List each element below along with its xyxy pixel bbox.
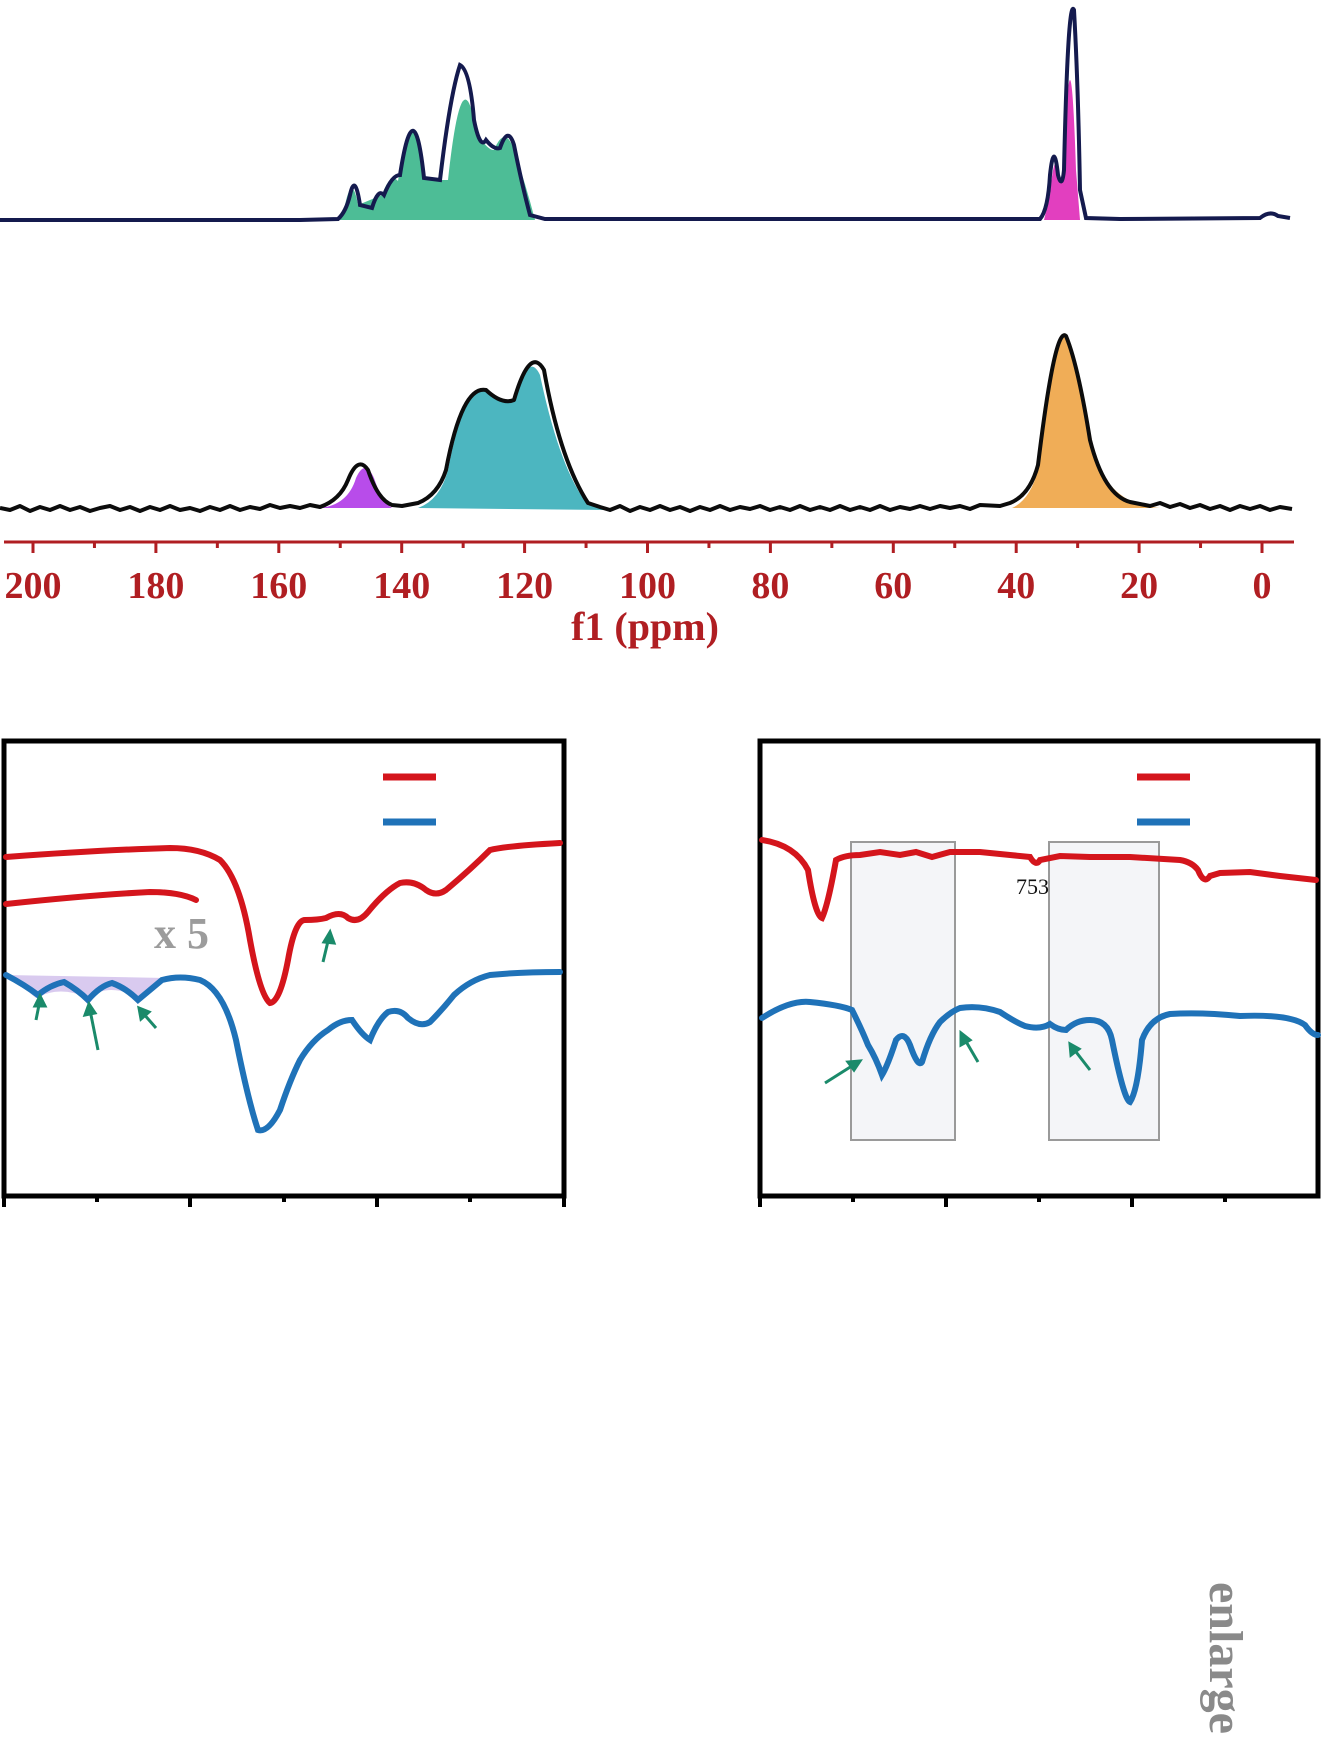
ir-left-red-magnified-trace [3,888,199,907]
ir-right-arrows [824,1029,1092,1085]
nmr-bottom-fill-aromatic [418,366,608,510]
ir-right-frame [757,738,1321,1199]
nmr-x-tick-label: 60 [874,565,912,607]
ir-right-peak-label: 753 [1016,874,1049,899]
nmr-x-tick-labels: 200 180 160 140 120 100 80 60 40 20 0 [5,565,1272,607]
ir-right-highlight-box-2 [1048,841,1160,1141]
nmr-x-axis-title: f1 (ppm) [571,604,719,649]
ir-left-arrows [32,928,337,1051]
nmr-x-tick-label: 20 [1120,565,1158,607]
ir-left-panel: x 5 [1,738,567,1207]
ir-right-panel: 753 [757,738,1321,1207]
nmr-x-tick-label: 140 [373,565,430,607]
nmr-bottom-fill-small [320,468,392,508]
nmr-x-tick-label: 80 [751,565,789,607]
ir-right-red-trace [759,837,1319,922]
nmr-bottom-trace [0,333,1293,513]
nmr-x-ticks [31,542,1264,553]
ir-right-highlight-box-1 [850,841,956,1141]
ir-right-ticks [758,1196,1227,1207]
nmr-x-tick-label: 120 [496,565,553,607]
nmr-x-tick-label: 40 [997,565,1035,607]
ir-right-blue-trace [759,998,1321,1106]
ir-left-blue-trace [3,969,563,1134]
nmr-x-tick-label: 200 [5,565,62,607]
ir-left-red-trace [3,840,563,1007]
nmr-top-fill-aliphatic [1044,80,1080,220]
nmr-panel: 200 180 160 140 120 100 80 60 40 20 0 f1 (ppm) [0,6,1294,649]
enlarge-side-text: enlarge [1199,1582,1252,1734]
nmr-x-tick-label: 100 [619,565,676,607]
nmr-x-tick-label: 160 [250,565,307,607]
ir-left-magnification-label: x 5 [154,909,209,958]
ir-left-ticks [2,1196,566,1207]
nmr-x-tick-label: 180 [127,565,184,607]
nmr-top-fill-aromatic [338,99,535,220]
nmr-x-tick-label: 0 [1253,565,1272,607]
nmr-top-trace [0,6,1291,222]
